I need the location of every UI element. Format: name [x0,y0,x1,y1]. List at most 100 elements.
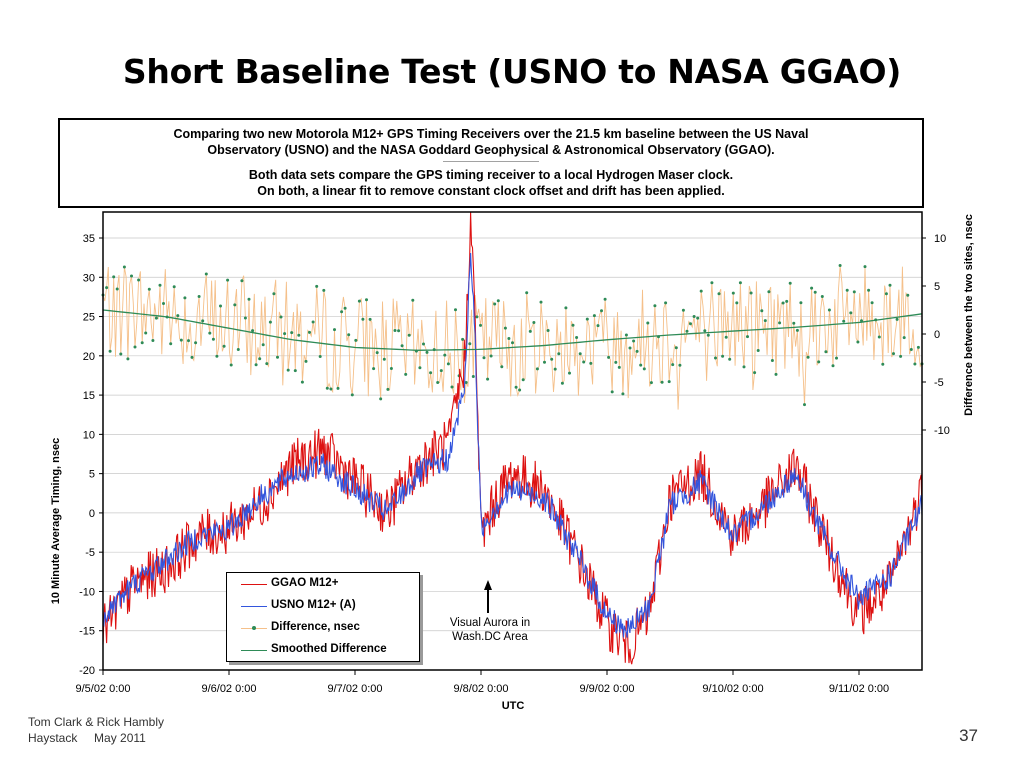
annotation-arrow-head [484,580,492,590]
y-tick-label-left: 25 [83,312,95,324]
y-tick-label-left: -5 [85,547,95,559]
series-point-difference [372,367,376,371]
series-point-difference [290,331,294,335]
series-point-difference [785,299,789,303]
series-point-difference [649,381,653,385]
series-point-difference [624,333,628,337]
series-point-difference [760,309,764,313]
series-point-difference [714,356,717,360]
series-point-difference [197,295,201,298]
series-point-difference [721,354,725,358]
series-point-difference [706,333,710,337]
series-point-difference [895,317,899,321]
series-point-difference [133,345,137,349]
series-point-difference [233,303,237,307]
x-axis-label: UTC [501,700,525,712]
legend-label: GGAO M12+ [271,577,339,589]
series-point-difference [849,311,853,315]
plot-frame [102,211,923,671]
series-point-difference [795,328,799,332]
series-point-difference [692,315,696,318]
series-point-difference [671,363,675,367]
series-point-difference [397,329,401,333]
series-point-difference [678,363,682,367]
series-point-difference [532,321,536,324]
legend-label: Difference, nsec [271,621,360,633]
series-point-difference [443,353,447,357]
series-point-difference [422,342,425,346]
series-point-difference [892,352,895,356]
page-number: 37 [959,726,978,745]
series-point-difference [194,341,198,345]
series-point-difference [835,356,838,360]
legend-label: Smoothed Difference [271,643,387,655]
description-line: Both data sets compare the GPS timing re… [248,168,734,182]
series-point-difference [884,292,888,296]
series-point-difference [600,309,603,313]
series-point-difference [674,346,678,350]
series-point-difference [742,365,746,369]
series-point-difference [749,291,753,295]
series-point-difference [258,357,262,361]
series-point-difference [429,371,433,375]
series-point-difference [546,329,550,332]
series-point-difference [144,331,148,335]
series-point-difference [489,354,493,358]
legend-swatch [241,584,267,585]
series-point-difference [610,390,614,394]
series-point-difference [582,360,586,364]
series-point-difference [578,352,582,356]
series-point-difference [774,372,778,376]
series-point-difference [689,322,692,326]
series-point-difference [535,367,539,371]
series-point-difference [820,295,824,298]
series-line-difference [102,265,923,410]
y-tick-label-left: -10 [79,586,95,598]
series-point-difference [389,367,393,370]
x-axis-ticks: 9/5/02 0:00 9/6/02 0:00 9/7/02 0:00 9/8/02 … [75,670,889,695]
series-point-difference [411,298,415,302]
series-point-difference [322,288,326,292]
footer-authors: Tom Clark & Rick Hambly Haystack May 201… [28,714,164,746]
x-tick-label: 9/9/02 0:00 [579,683,634,695]
x-tick-label: 9/11/02 0:00 [829,683,889,695]
series-point-difference [471,375,475,378]
series-point-difference [375,351,379,355]
series-point-difference [781,301,785,305]
series-point-difference [664,301,668,305]
legend-item-ggao: GGAO M12+ [227,573,419,595]
series-point-difference [276,355,279,359]
x-tick-label: 9/10/02 0:00 [702,683,763,695]
series-point-difference [621,392,625,396]
y-tick-label-left: 5 [89,469,95,481]
series-point-difference [557,352,561,356]
series-point-difference [283,332,287,336]
series-point-difference [710,281,714,285]
series-point-difference [350,393,354,397]
series-point-difference [265,362,269,366]
series-point-difference [867,288,871,292]
y-tick-label-left: 10 [83,429,95,441]
y-tick-label-left: 30 [83,272,95,284]
series-point-difference [824,350,828,354]
series-point-difference [425,350,429,354]
series-point-difference [511,341,514,345]
series-point-difference [902,336,906,340]
series-point-difference [845,288,849,292]
x-tick-label: 9/8/02 0:00 [453,683,508,695]
annotation-arrow [484,580,492,613]
series-point-difference [108,349,112,353]
y-tick-label-right: 10 [934,233,946,245]
series-point-difference [279,315,283,319]
series-point-difference [877,335,881,339]
description-separator: ----------------------------------------… [443,159,539,165]
series-point-difference [906,293,910,297]
series-point-difference [756,349,760,352]
series-point-difference [386,387,390,391]
series-line-usno [102,252,923,638]
series-point-difference [728,357,732,361]
legend-item-usno: USNO M12+ (A) [227,595,419,617]
series-point-difference [154,316,158,320]
series-point-difference [407,333,411,337]
slide-title: Short Baseline Test (USNO to NASA GGAO) [122,52,902,91]
